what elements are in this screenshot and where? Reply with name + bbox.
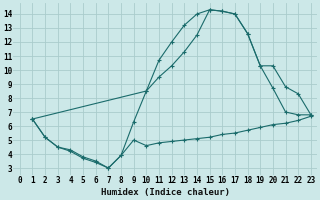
X-axis label: Humidex (Indice chaleur): Humidex (Indice chaleur) — [101, 188, 230, 197]
